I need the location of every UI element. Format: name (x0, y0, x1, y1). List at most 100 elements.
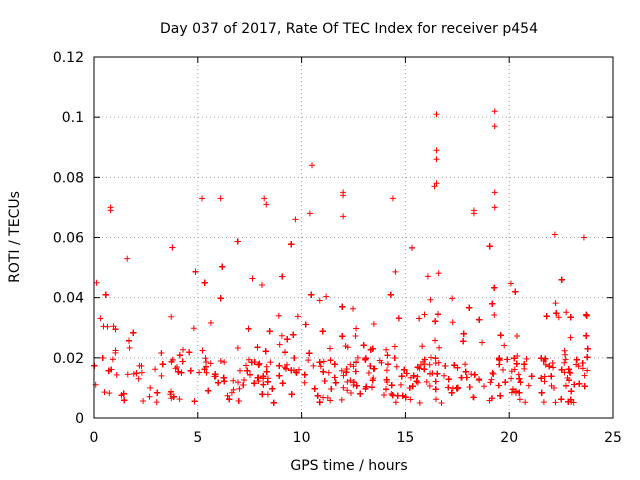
data-point (348, 390, 354, 396)
data-point (517, 379, 524, 386)
data-point (543, 313, 550, 320)
data-point (491, 312, 498, 318)
data-point (538, 355, 545, 362)
data-point (339, 303, 346, 310)
data-point (421, 311, 428, 318)
data-point (576, 380, 583, 387)
data-point (466, 384, 473, 390)
data-point (301, 379, 308, 386)
data-point (282, 349, 288, 356)
data-point (471, 371, 478, 378)
data-point (199, 347, 206, 354)
data-point (292, 216, 299, 223)
data-point (433, 156, 440, 163)
data-point (158, 350, 165, 356)
data-point (179, 358, 186, 365)
data-point (490, 371, 497, 377)
data-point (497, 392, 504, 399)
data-point (283, 365, 289, 372)
data-point (279, 380, 286, 387)
data-point (584, 367, 591, 374)
data-point (563, 382, 569, 389)
data-point (584, 354, 591, 361)
data-point (207, 360, 214, 367)
data-point (438, 400, 445, 406)
data-point (316, 359, 323, 366)
data-point (489, 300, 496, 307)
data-point (226, 396, 233, 403)
x-tick-label: 15 (396, 430, 414, 446)
data-point (442, 363, 449, 369)
data-point (558, 276, 565, 283)
data-point (237, 367, 243, 374)
data-point (550, 364, 557, 371)
data-point (584, 345, 591, 352)
data-point (138, 363, 145, 369)
data-point (228, 389, 235, 396)
data-point (571, 381, 578, 388)
data-point (154, 389, 161, 396)
data-point (230, 377, 237, 384)
data-point (180, 346, 186, 353)
data-point (491, 204, 498, 211)
data-point (538, 389, 545, 396)
data-point (306, 210, 313, 217)
data-point (211, 373, 218, 380)
data-point (383, 376, 390, 383)
data-point (428, 354, 434, 361)
data-point (432, 355, 439, 362)
data-point (362, 356, 369, 363)
data-point (234, 345, 241, 351)
data-point (423, 378, 430, 385)
data-point (106, 390, 113, 397)
data-point (433, 396, 439, 403)
data-point (501, 342, 508, 349)
data-point (568, 388, 575, 395)
data-point (421, 366, 428, 373)
data-point (249, 275, 256, 282)
data-point (255, 378, 262, 384)
data-point (176, 352, 183, 359)
data-point (502, 379, 509, 386)
data-point (445, 376, 452, 383)
data-point (260, 381, 267, 388)
data-point (293, 369, 300, 376)
data-point (244, 367, 251, 374)
data-point (331, 374, 338, 381)
data-point (511, 366, 518, 373)
data-point (393, 363, 400, 370)
data-point (275, 312, 282, 319)
data-point (397, 381, 404, 388)
data-point (338, 396, 345, 403)
data-point (466, 304, 473, 311)
data-point (426, 383, 433, 389)
data-point (147, 384, 154, 391)
data-point (331, 361, 338, 368)
data-point (294, 313, 301, 320)
data-point (432, 378, 439, 385)
data-point (309, 162, 315, 169)
data-point (562, 356, 569, 363)
data-point (486, 397, 493, 404)
data-point (542, 361, 549, 368)
x-tick-label: 20 (500, 430, 518, 446)
data-point (514, 353, 521, 359)
x-tick-label: 25 (604, 430, 622, 446)
data-point (113, 371, 120, 378)
data-point (327, 357, 334, 364)
data-point (199, 195, 205, 202)
data-point (427, 370, 433, 377)
data-point (203, 363, 209, 370)
data-point (566, 377, 572, 384)
data-point (201, 279, 208, 286)
data-point (581, 383, 588, 390)
data-point (417, 361, 424, 368)
data-point (221, 378, 228, 385)
data-point (392, 268, 399, 275)
data-point (261, 195, 268, 202)
data-point (140, 398, 147, 404)
data-point (174, 364, 180, 370)
data-point (565, 366, 572, 373)
data-point (269, 385, 276, 392)
chart-title: Day 037 of 2017, Rate Of TEC Index for r… (160, 21, 538, 37)
